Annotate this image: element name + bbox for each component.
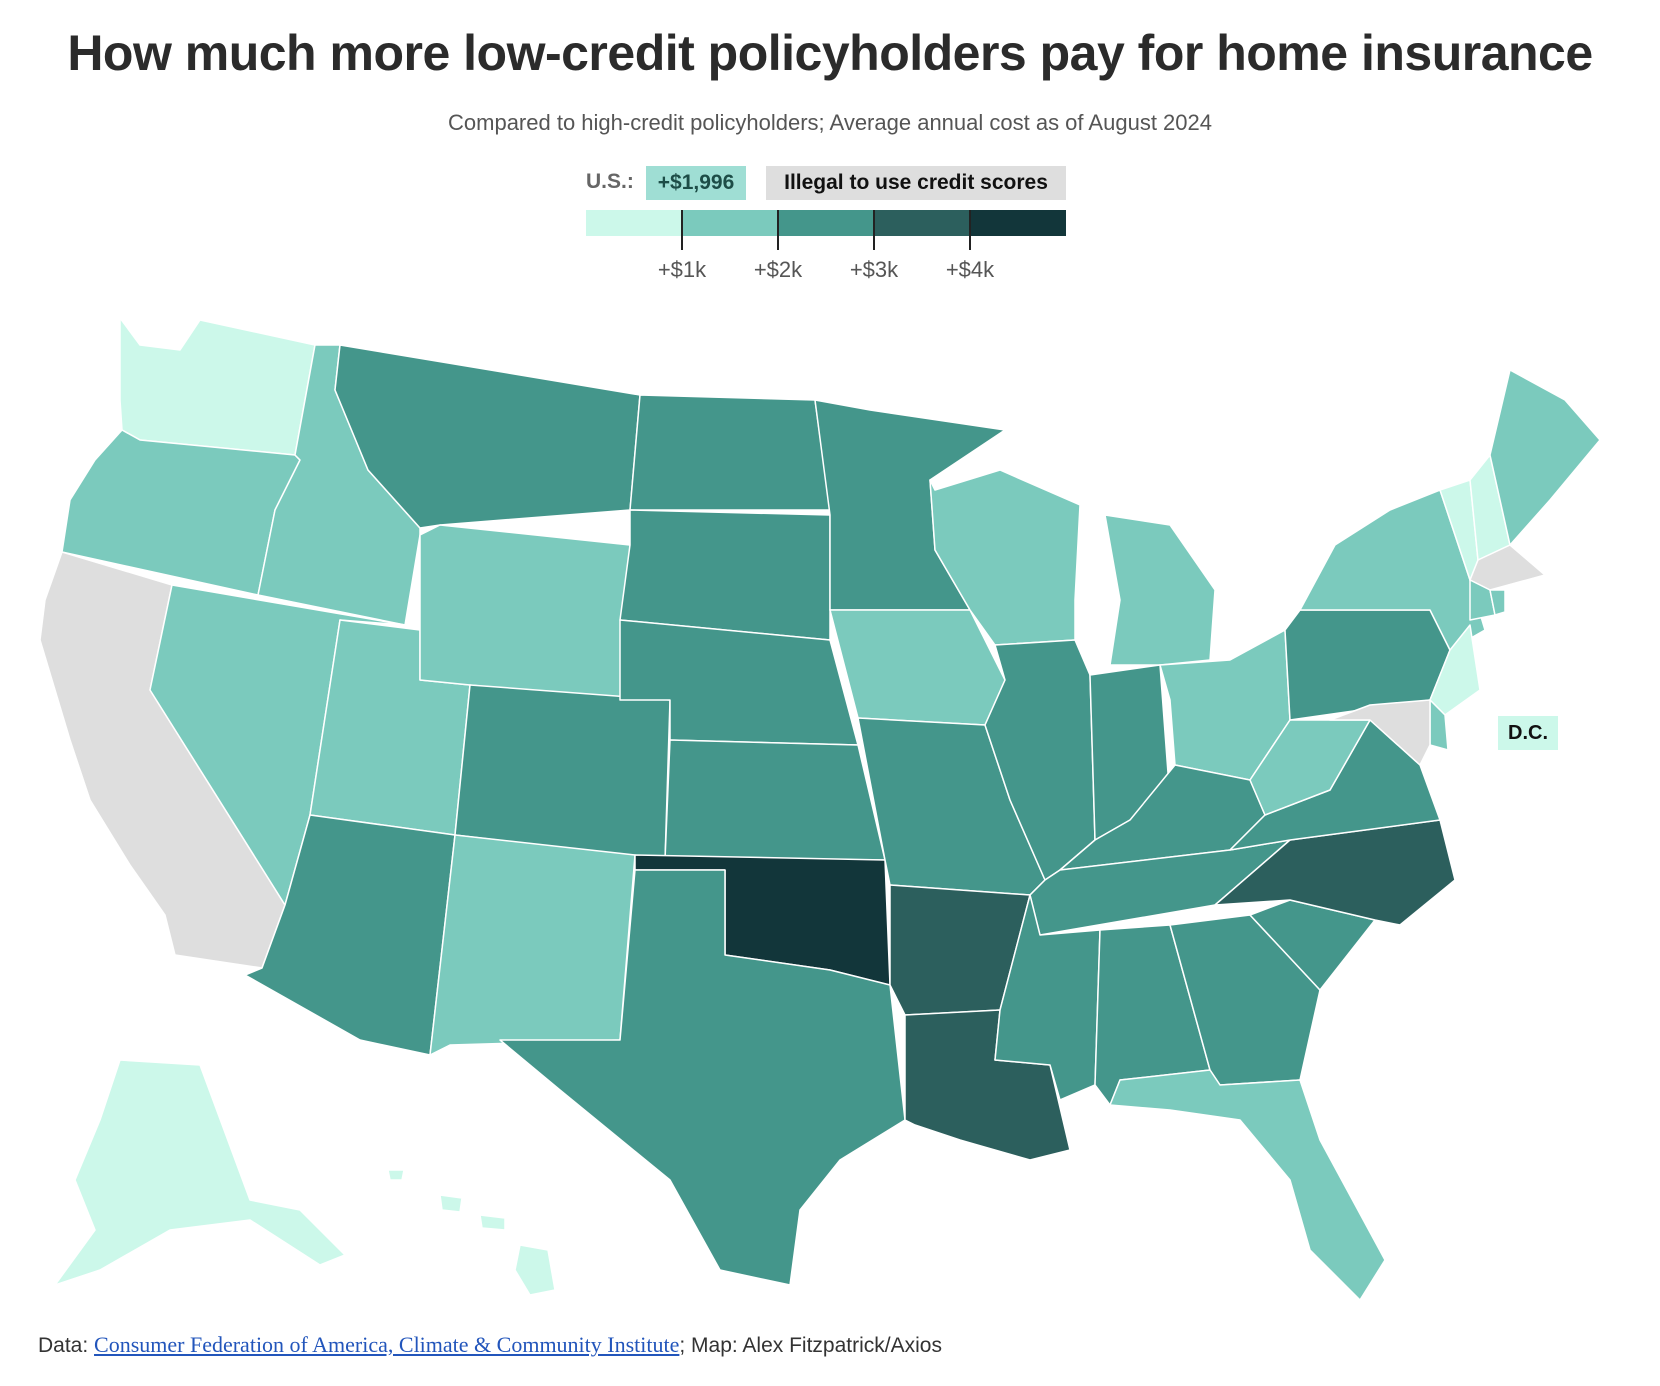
source-prefix: Data: (38, 1334, 95, 1357)
state-mi (1104, 514, 1216, 666)
source-credit: Data: Consumer Federation of America, Cl… (38, 1332, 942, 1358)
legend-bin-4 (874, 210, 970, 236)
legend-tick-2k (777, 210, 779, 250)
legend-tick-label: +$3k (849, 257, 899, 282)
state-hi-1 (387, 1169, 405, 1181)
legend-bin-3 (778, 210, 874, 236)
legend-bin-2 (682, 210, 778, 236)
state-sd (619, 509, 831, 641)
state-nm (429, 834, 636, 1056)
legend-us-label: U.S.: (586, 170, 634, 193)
page-title: How much more low-credit policyholders p… (67, 25, 1593, 81)
legend-color-bar (586, 210, 1066, 236)
state-ia (829, 609, 1006, 726)
state-ks (664, 739, 886, 861)
legend-tick-label: +$1k (657, 257, 707, 282)
legend-bin-1 (586, 210, 682, 236)
state-hi-2 (439, 1194, 463, 1213)
source-link[interactable]: Consumer Federation of America, Climate … (94, 1332, 680, 1357)
legend-tick-4k (969, 210, 971, 250)
state-nj (1429, 624, 1481, 716)
legend-bin-5 (970, 210, 1066, 236)
dc-label: D.C. (1498, 716, 1558, 750)
legend-illegal-label: Illegal to use credit scores (766, 166, 1066, 200)
state-ak (54, 1059, 346, 1286)
legend-tick-label: +$2k (753, 257, 803, 282)
legend-tick-label: +$4k (945, 257, 995, 282)
state-nd (629, 394, 831, 511)
state-ri (1489, 589, 1506, 616)
legend-tick-1k (681, 210, 683, 250)
state-hi-4 (514, 1244, 556, 1296)
state-tx (499, 869, 906, 1286)
state-hi-3 (479, 1214, 506, 1231)
page-subtitle: Compared to high-credit policyholders; A… (448, 110, 1212, 135)
state-fl (1109, 1069, 1386, 1301)
us-choropleth-map (39, 317, 1601, 1301)
state-me (1489, 369, 1601, 546)
legend-us-value: +$1,996 (646, 166, 746, 200)
state-nc (1214, 819, 1456, 926)
legend-tick-3k (873, 210, 875, 250)
source-suffix: ; Map: Alex Fitzpatrick/Axios (679, 1334, 942, 1357)
state-wy (419, 524, 631, 701)
state-wa (119, 317, 316, 456)
state-md (1329, 699, 1431, 766)
state-co (454, 684, 671, 861)
